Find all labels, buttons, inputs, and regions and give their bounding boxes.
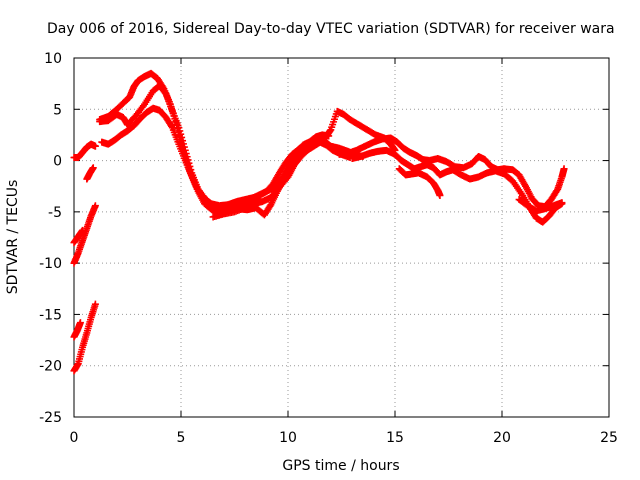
data-point — [325, 132, 333, 140]
y-tick-label: -5 — [48, 205, 62, 221]
y-tick-label: -15 — [39, 307, 62, 323]
series-track-j — [209, 138, 354, 221]
data-point — [79, 226, 87, 234]
y-tick-label: -25 — [39, 410, 62, 426]
data-point — [553, 187, 561, 195]
data-point — [91, 202, 99, 210]
series-track-d — [70, 226, 87, 247]
series-track-b — [70, 319, 84, 341]
axis-ticks: 0 5 10 15 20 25 -25 -20 -15 -10 -5 0 5 10 — [39, 51, 618, 446]
series-track-n — [515, 196, 566, 215]
x-tick-label: 0 — [70, 430, 79, 446]
series-track-m — [395, 165, 444, 199]
y-tick-label: -10 — [39, 256, 62, 272]
series-track-f — [70, 140, 99, 161]
data-point — [176, 127, 184, 135]
data-point — [558, 199, 566, 207]
x-tick-label: 5 — [177, 430, 186, 446]
y-tick-label: 5 — [53, 102, 62, 118]
data-point — [76, 319, 84, 327]
data-point — [560, 165, 568, 173]
y-tick-label: 0 — [53, 154, 62, 170]
series-track-e — [83, 164, 97, 183]
data-point — [168, 122, 176, 130]
series-track-a — [70, 300, 99, 375]
x-tick-label: 25 — [600, 430, 618, 446]
x-tick-label: 15 — [386, 430, 404, 446]
data-point — [175, 124, 183, 132]
x-tick-label: 10 — [279, 430, 297, 446]
data-point — [91, 142, 99, 150]
data-points — [70, 69, 568, 375]
x-tick-label: 20 — [493, 430, 511, 446]
series-track-c — [70, 202, 99, 267]
data-point — [161, 89, 169, 97]
x-axis-label: GPS time / hours — [282, 458, 399, 474]
y-tick-label: -20 — [39, 359, 62, 375]
y-tick-label: 10 — [44, 51, 62, 67]
y-axis-label: SDTVAR / TECUs — [5, 180, 21, 295]
data-point — [89, 164, 97, 172]
data-point — [436, 191, 444, 199]
chart-title: Day 006 of 2016, Sidereal Day-to-day VTE… — [47, 21, 615, 37]
data-point — [179, 137, 187, 145]
data-point — [91, 300, 99, 308]
